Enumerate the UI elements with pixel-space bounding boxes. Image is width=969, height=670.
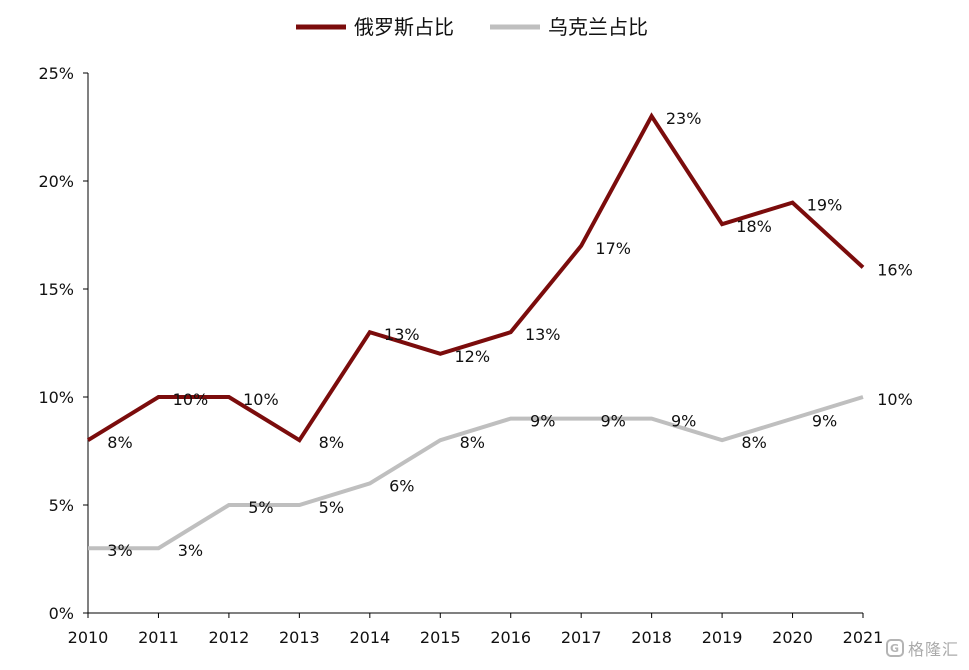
data-label: 5%	[248, 498, 273, 517]
series-lines	[86, 112, 865, 551]
data-label: 13%	[525, 325, 561, 344]
data-label: 10%	[243, 390, 279, 409]
x-tick-label: 2016	[490, 628, 531, 647]
x-tick-label: 2018	[631, 628, 672, 647]
y-tick-label: 20%	[38, 172, 74, 191]
x-tick-label: 2017	[561, 628, 602, 647]
data-labels: 8% 10% 10% 8% 13% 12% 13% 17% 23% 18% 19% 16% 3% 3% 5%…	[107, 109, 912, 560]
data-label: 16%	[877, 260, 913, 279]
y-tick-label: 5%	[49, 496, 74, 515]
legend: 俄罗斯占比 乌克兰占比	[296, 15, 648, 39]
data-label: 8%	[107, 433, 132, 452]
data-label: 6%	[389, 476, 414, 495]
legend-label: 乌克兰占比	[548, 15, 648, 39]
data-label: 23%	[666, 109, 702, 128]
x-tick-label: 2012	[209, 628, 250, 647]
x-tick-label: 2014	[349, 628, 390, 647]
data-label: 9%	[671, 412, 696, 431]
series-line	[88, 395, 864, 551]
legend-label: 俄罗斯占比	[354, 15, 454, 39]
x-tick-label: 2021	[843, 628, 884, 647]
data-label: 3%	[178, 541, 203, 560]
y-tick-label: 0%	[49, 604, 74, 623]
watermark: G 格隆汇	[885, 636, 959, 660]
x-tick-label: 2019	[702, 628, 743, 647]
data-label: 8%	[741, 433, 766, 452]
data-label: 18%	[736, 217, 772, 236]
y-tick-label: 25%	[38, 64, 74, 83]
data-label: 9%	[600, 412, 625, 431]
data-label: 9%	[530, 412, 555, 431]
y-tick-label: 10%	[38, 388, 74, 407]
x-tick-label: 2020	[772, 628, 813, 647]
data-label: 10%	[173, 390, 209, 409]
data-label: 8%	[319, 433, 344, 452]
axes: 0% 5% 10% 15% 20% 25% 2010 2011 2012 2013 2014 2015…	[38, 64, 883, 647]
watermark-text: 格隆汇	[907, 640, 959, 659]
x-tick-label: 2013	[279, 628, 320, 647]
data-label: 19%	[807, 196, 843, 215]
data-label: 9%	[812, 412, 837, 431]
data-label: 5%	[319, 498, 344, 517]
x-tick-label: 2011	[138, 628, 179, 647]
watermark-logo-icon: G	[885, 639, 904, 657]
series-line	[86, 112, 865, 443]
data-label: 13%	[384, 325, 420, 344]
x-tick-label: 2015	[420, 628, 461, 647]
data-label: 17%	[595, 239, 631, 258]
data-label: 3%	[107, 541, 132, 560]
data-label: 10%	[877, 390, 913, 409]
x-tick-label: 2010	[68, 628, 109, 647]
data-label: 8%	[460, 433, 485, 452]
data-label: 12%	[454, 347, 490, 366]
y-tick-label: 15%	[38, 280, 74, 299]
